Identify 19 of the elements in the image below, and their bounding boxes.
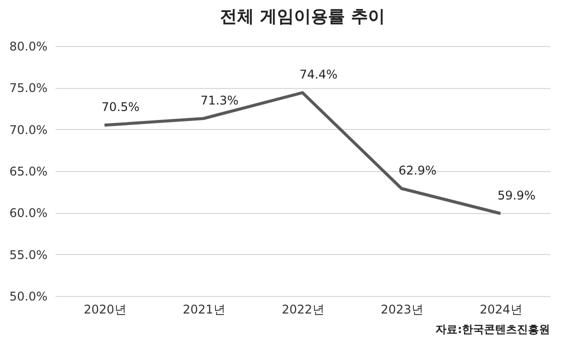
- x-tick-label: 2023년: [380, 302, 424, 316]
- text: 자료:한국콘텐츠진흥원: [436, 323, 550, 336]
- y-tick-label: 55.0%: [9, 248, 48, 262]
- x-tick-label: 2021년: [182, 302, 226, 316]
- y-tick-label: 80.0%: [9, 40, 48, 54]
- y-tick-label: 70.0%: [9, 122, 48, 137]
- y-tick-label: 60.0%: [9, 206, 48, 220]
- x-tick-label: 2020년: [84, 302, 126, 316]
- y-tick-label: 65.0%: [9, 164, 48, 178]
- x-tick-label: 2022년: [282, 302, 324, 316]
- x-tick-label: 2024년: [480, 302, 522, 316]
- data-label: 59.9%: [497, 188, 536, 202]
- data-label: 70.5%: [101, 100, 140, 114]
- y-tick-label: 50.0%: [9, 290, 48, 304]
- data-label: 62.9%: [398, 164, 437, 178]
- y-tick-label: 75.0%: [9, 81, 48, 96]
- data-label: 71.3%: [200, 94, 239, 108]
- chart-title: 전체 게임이용률 추이: [220, 7, 385, 27]
- data-label: 74.4%: [299, 68, 338, 82]
